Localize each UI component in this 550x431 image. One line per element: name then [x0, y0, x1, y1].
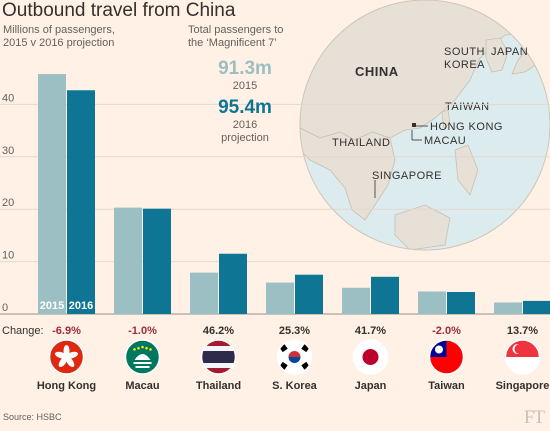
subtitle-line-1: Millions of passengers, [3, 24, 115, 36]
bar-year-label: 2016 [69, 300, 93, 312]
bars-group [38, 74, 550, 315]
bar-japan-2015 [342, 287, 370, 314]
bar-s-korea-2015 [266, 282, 294, 314]
map-label-taiwan: TAIWAN [445, 101, 490, 113]
korea-landmass [485, 37, 509, 73]
hong-kong-marker [412, 123, 416, 127]
source-note: Source: HSBC [3, 412, 62, 422]
indochina-landmass [300, 127, 396, 221]
flag-icon [352, 339, 389, 375]
change-value: 13.7% [507, 325, 538, 337]
philippines-landmass [454, 144, 479, 196]
change-value: -2.0% [432, 325, 461, 337]
change-label: Change: [2, 325, 44, 337]
map-label-korea: KOREA [444, 59, 485, 71]
map-label-japan: JAPAN [491, 46, 528, 58]
total-2016-label-2: projection [221, 132, 269, 144]
flag-icon [428, 339, 465, 375]
totals-label-line-1: Total passengers to [188, 24, 284, 36]
bar-thailand-2015 [190, 272, 218, 314]
bar-singapore-2015 [494, 302, 522, 314]
bar-hong-kong-2016 [67, 90, 95, 314]
flag-icon [200, 339, 237, 375]
bar-s-korea-2016 [295, 274, 323, 314]
change-value: 46.2% [203, 325, 234, 337]
y-tick-label: 10 [2, 250, 14, 262]
flag-icon [276, 339, 313, 375]
change-value: -6.9% [52, 325, 81, 337]
chart-title: Outbound travel from China [2, 0, 236, 21]
bar-singapore-2016 [523, 300, 550, 314]
category-label: S. Korea [272, 380, 318, 392]
map-label-singapore: SINGAPORE [372, 170, 442, 182]
ft-logo: FT [523, 407, 545, 428]
category-label: Macau [125, 380, 159, 392]
map-label-thailand: THAILAND [332, 137, 390, 149]
flag-icon [504, 339, 541, 375]
flag-icon [124, 339, 161, 375]
bar-macau-2016 [143, 208, 171, 314]
change-value: 25.3% [279, 325, 310, 337]
bar-thailand-2016 [219, 253, 247, 314]
map-label-hong-kong: HONG KONG [430, 121, 503, 133]
bar-year-label: 2015 [40, 300, 64, 312]
map-label-china: CHINA [355, 64, 399, 79]
category-label: Hong Kong [37, 380, 96, 392]
asia-map [299, 0, 550, 251]
bar-year-labels: 2015 2016 [40, 300, 93, 312]
total-2016-value: 95.4m [218, 97, 272, 118]
bar-hong-kong-2015 [38, 74, 66, 315]
change-row: -6.9% -1.0% 46.2% 25.3% 41.7% -2.0% 13.7% Chang… [2, 325, 538, 337]
bar-japan-2016 [371, 276, 399, 314]
subtitle-line-2: 2015 v 2016 projection [3, 37, 115, 49]
change-value: -1.0% [128, 325, 157, 337]
bar-taiwan-2016 [447, 291, 475, 314]
flags-row [48, 339, 541, 375]
total-2015-label: 2015 [232, 80, 258, 92]
map-label-macau: MACAU [424, 135, 466, 147]
total-2016-label-1: 2016 [232, 119, 258, 131]
category-label: Taiwan [428, 380, 465, 392]
borneo-landmass [394, 204, 451, 250]
taiwan-landmass [441, 109, 451, 129]
total-2015-value: 91.3m [218, 58, 272, 79]
flag-icon [48, 339, 85, 375]
category-label: Thailand [196, 380, 241, 392]
category-label: Japan [355, 380, 387, 392]
bar-taiwan-2015 [418, 291, 446, 314]
y-tick-label: 20 [2, 197, 14, 209]
y-tick-label: 40 [2, 92, 14, 104]
bar-macau-2015 [114, 207, 142, 314]
map-label-south: SOUTH [444, 46, 485, 58]
totals-label: Total passengers to the ‘Magnificent 7’ [188, 24, 306, 50]
category-label: Singapore [496, 380, 550, 392]
category-labels: Hong Kong Macau Thailand S. Korea Japan Taiwa… [37, 380, 550, 392]
y-tick-label: 0 [2, 302, 8, 314]
chart-subtitle: Millions of passengers, 2015 v 2016 proj… [3, 24, 163, 50]
totals-label-line-2: the ‘Magnificent 7’ [188, 37, 277, 49]
change-value: 41.7% [355, 325, 386, 337]
total-2016-stat: 95.4m 2016 projection [200, 97, 290, 145]
total-2015-stat: 91.3m 2015 [200, 58, 290, 93]
y-tick-label: 30 [2, 145, 14, 157]
